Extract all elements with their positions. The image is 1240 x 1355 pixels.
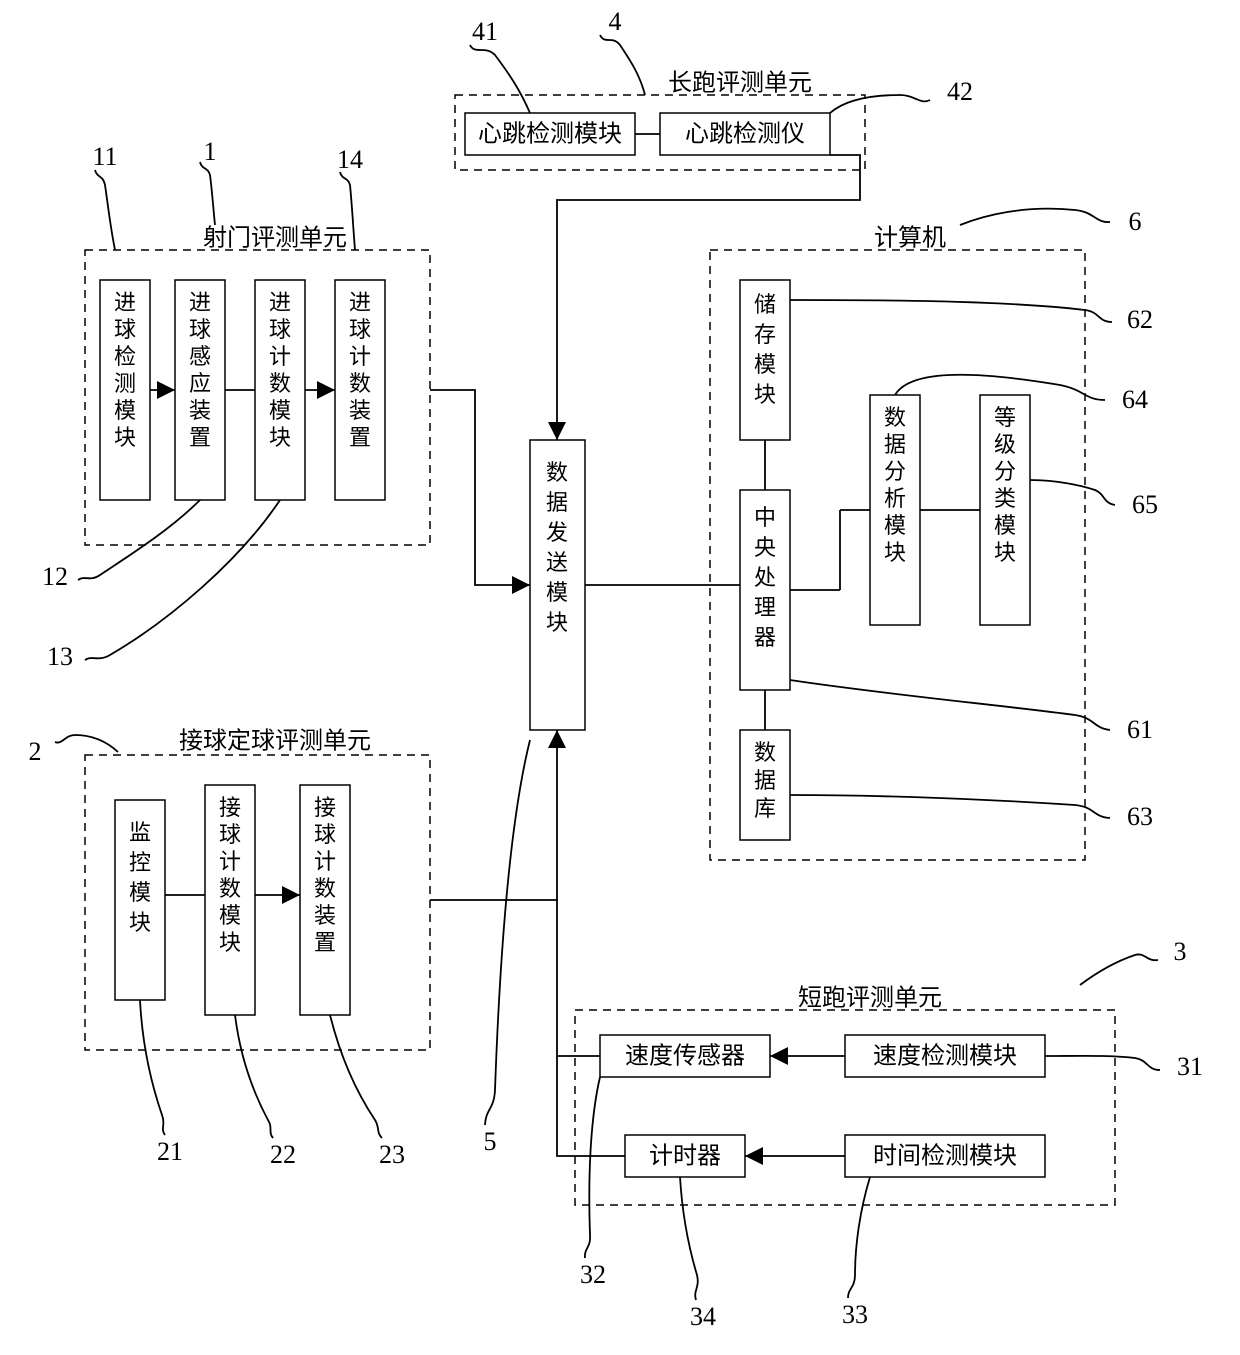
sq-21 — [140, 1000, 165, 1135]
num-5: 5 — [484, 1127, 497, 1156]
sq-6 — [960, 209, 1110, 225]
num-42: 42 — [947, 77, 973, 106]
conn-4-5 — [557, 155, 860, 440]
box-33-text: 时间检测模块 — [873, 1143, 1017, 1170]
sq-13 — [85, 500, 280, 660]
sq-65 — [1030, 480, 1115, 505]
num-23: 23 — [379, 1140, 405, 1169]
box-32-text: 速度传感器 — [625, 1043, 745, 1070]
num-61: 61 — [1127, 715, 1153, 744]
num-32: 32 — [580, 1260, 606, 1289]
conn-1-5 — [430, 390, 530, 585]
sq-23 — [330, 1015, 382, 1138]
num-41: 41 — [472, 17, 498, 46]
num-63: 63 — [1127, 802, 1153, 831]
conn-32-5 — [557, 900, 600, 1056]
num-33: 33 — [842, 1300, 868, 1329]
sq-22 — [235, 1015, 273, 1138]
sq-12 — [78, 500, 200, 580]
num-62: 62 — [1127, 305, 1153, 334]
unit-6-title: 计算机 — [874, 225, 946, 252]
num-34: 34 — [690, 1302, 716, 1331]
num-64: 64 — [1122, 385, 1148, 414]
sq-1 — [200, 162, 215, 225]
box-63-text: 数据库 — [754, 740, 776, 821]
box-41-text: 心跳检测模块 — [478, 121, 622, 148]
num-31: 31 — [1177, 1052, 1203, 1081]
sq-32 — [585, 1077, 600, 1258]
sq-31 — [1045, 1056, 1160, 1070]
box-34-text: 计时器 — [649, 1143, 721, 1170]
box-61-text: 中央处理器 — [754, 505, 776, 650]
sq-42 — [830, 95, 930, 113]
sq-4 — [600, 35, 645, 95]
num-11: 11 — [92, 142, 117, 171]
num-12: 12 — [42, 562, 68, 591]
sq-11 — [95, 170, 115, 250]
num-6: 6 — [1129, 207, 1142, 236]
box-42-text: 心跳检测仪 — [685, 121, 805, 148]
sq-63 — [790, 795, 1110, 818]
num-13: 13 — [47, 642, 73, 671]
num-22: 22 — [270, 1140, 296, 1169]
unit-1-title: 射门评测单元 — [203, 225, 347, 252]
sq-41 — [470, 45, 530, 113]
sq-33 — [848, 1177, 870, 1298]
sq-61 — [790, 680, 1110, 730]
sq-62 — [790, 300, 1112, 322]
conn-2-5 — [430, 730, 557, 900]
num-2: 2 — [29, 737, 42, 766]
sq-5 — [485, 740, 530, 1125]
sq-3 — [1080, 954, 1158, 985]
box-31-text: 速度检测模块 — [873, 1043, 1017, 1070]
num-3: 3 — [1174, 937, 1187, 966]
num-65: 65 — [1132, 490, 1158, 519]
unit-2-title: 接球定球评测单元 — [179, 728, 371, 755]
unit-4-title: 长跑评测单元 — [668, 70, 812, 97]
num-14: 14 — [337, 145, 363, 174]
sq-2 — [55, 735, 118, 752]
sq-34 — [680, 1177, 698, 1300]
num-1: 1 — [204, 137, 217, 166]
num-4: 4 — [609, 7, 622, 36]
unit-3-title: 短跑评测单元 — [798, 985, 942, 1012]
num-21: 21 — [157, 1137, 183, 1166]
